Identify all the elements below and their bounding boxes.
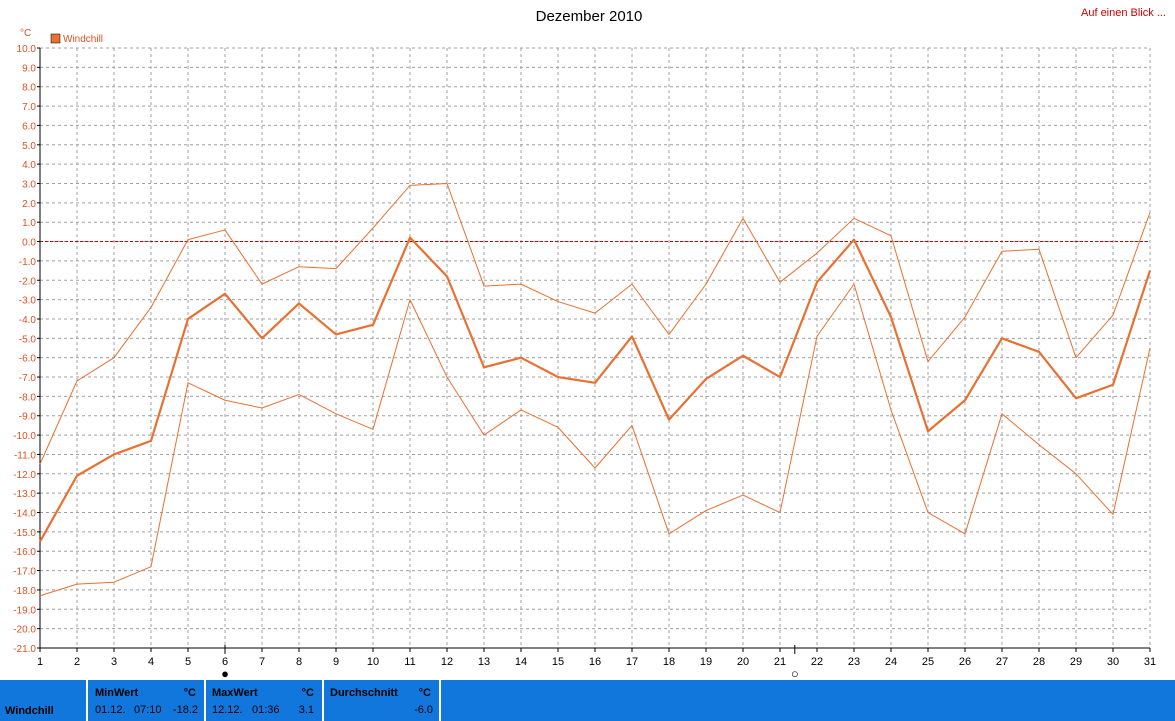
y-tick-label: 9.0 (22, 63, 36, 74)
max-unit: °C (301, 687, 314, 699)
y-axis-unit: °C (20, 28, 31, 39)
max-time: 01:36 (252, 704, 280, 716)
x-tick-label: 20 (737, 656, 749, 668)
x-tick-label: 27 (996, 656, 1008, 668)
y-tick-label: 2.0 (22, 199, 36, 210)
y-tick-label: -19.0 (13, 605, 36, 616)
series-line-min (39, 283, 1151, 597)
y-tick-label: -10.0 (13, 431, 36, 442)
full-moon-icon: ○ (791, 666, 799, 680)
windchill-chart: Dezember 2010 Auf einen Blick ... °C Win… (13, 7, 1166, 680)
y-tick-label: -5.0 (19, 334, 37, 345)
max-header: MaxWert (212, 687, 258, 699)
y-tick-label: 0.0 (22, 238, 36, 249)
y-tick-label: -21.0 (13, 644, 36, 655)
x-tick-label: 25 (922, 656, 934, 668)
summary-label-cell: Windchill (0, 680, 88, 721)
x-tick-label: 23 (848, 656, 860, 668)
summary-bar: Windchill MinWert °C 01.12. 07:10 -18.2 … (0, 680, 1175, 721)
moon-markers: ● ○ (221, 645, 799, 680)
y-tick-label: -17.0 (13, 567, 36, 578)
summary-min-cell: MinWert °C 01.12. 07:10 -18.2 (88, 680, 206, 721)
x-tick-label: 29 (1070, 656, 1082, 668)
y-tick-label: -12.0 (13, 470, 36, 481)
y-tick-label: -7.0 (19, 373, 37, 384)
y-tick-label: -6.0 (19, 354, 37, 365)
y-tick-label: -16.0 (13, 547, 36, 558)
y-tick-label: 10.0 (17, 44, 37, 55)
series-line-max (39, 182, 1151, 465)
x-tick-label: 1 (37, 656, 43, 668)
chart-grid (39, 47, 1151, 649)
x-tick-label: 28 (1033, 656, 1045, 668)
y-tick-label: -1.0 (19, 257, 37, 268)
min-time: 07:10 (134, 704, 162, 716)
summary-avg-cell: Durchschnitt °C -6.0 (324, 680, 441, 721)
x-tick-label: 21 (774, 656, 786, 668)
x-tick-label: 15 (552, 656, 564, 668)
overview-link[interactable]: Auf einen Blick ... (1081, 7, 1166, 19)
x-tick-label: 11 (404, 656, 415, 668)
x-tick-label: 10 (367, 656, 379, 668)
y-tick-label: -2.0 (19, 276, 37, 287)
y-tick-label: -13.0 (13, 489, 36, 500)
chart-title: Dezember 2010 (536, 8, 643, 25)
x-tick-label: 13 (478, 656, 490, 668)
x-tick-label: 18 (663, 656, 675, 668)
y-tick-label: -20.0 (13, 625, 36, 636)
min-value: -18.2 (172, 704, 198, 716)
y-tick-label: -3.0 (19, 296, 37, 307)
y-tick-label: 6.0 (22, 121, 36, 132)
x-tick-label: 2 (74, 656, 80, 668)
y-tick-label: 4.0 (22, 160, 36, 171)
y-tick-label: -4.0 (19, 315, 37, 326)
y-tick-label: -11.0 (14, 450, 36, 461)
y-tick-label: -15.0 (13, 528, 36, 539)
y-tick-label: -18.0 (13, 586, 36, 597)
legend-label: Windchill (63, 34, 103, 45)
y-tick-label: -14.0 (13, 509, 36, 520)
x-tick-label: 8 (296, 656, 302, 668)
y-tick-label: 7.0 (22, 102, 36, 113)
y-tick-label: 3.0 (22, 179, 36, 190)
y-tick-label: 5.0 (22, 141, 36, 152)
x-tick-label: 17 (626, 656, 638, 668)
min-date: 01.12. (95, 704, 126, 716)
y-tick-label: -8.0 (19, 392, 37, 403)
y-axis: 10.0 9.0 8.0 7.0 6.0 5.0 4.0 3.0 2.0 1.0 0.0 -1.0 -2… (13, 44, 41, 655)
x-tick-label: 14 (515, 656, 527, 668)
x-tick-label: 24 (885, 656, 897, 668)
x-tick-label: 6 (222, 656, 228, 668)
x-tick-label: 31 (1144, 656, 1156, 668)
y-tick-label: 8.0 (22, 83, 36, 94)
x-tick-label: 30 (1107, 656, 1119, 668)
x-tick-label: 7 (259, 656, 265, 668)
x-tick-label: 5 (185, 656, 191, 668)
summary-series-label: Windchill (5, 705, 54, 717)
max-date: 12.12. (212, 704, 243, 716)
min-header: MinWert (95, 687, 139, 699)
avg-header: Durchschnitt (330, 687, 398, 699)
y-tick-label: -9.0 (19, 412, 37, 423)
max-value: 3.1 (298, 704, 314, 716)
x-tick-label: 9 (333, 656, 339, 668)
min-unit: °C (183, 687, 196, 699)
legend-swatch (50, 33, 61, 44)
x-tick-label: 12 (441, 656, 453, 668)
x-tick-label: 19 (700, 656, 712, 668)
series-line-avg (39, 236, 1152, 543)
avg-value: -6.0 (414, 704, 433, 716)
x-tick-label: 26 (959, 656, 971, 668)
avg-unit: °C (418, 687, 431, 699)
x-axis: 1 2 3 4 5 6 7 8 9 10 11 12 13 14 15 16 17 18 19 20 21 22 23 24 2… (37, 647, 1156, 668)
x-tick-label: 22 (811, 656, 823, 668)
x-tick-label: 16 (589, 656, 601, 668)
y-tick-label: 1.0 (22, 218, 36, 229)
new-moon-icon: ● (221, 666, 229, 680)
summary-max-cell: MaxWert °C 12.12. 01:36 3.1 (206, 680, 324, 721)
x-tick-label: 3 (111, 656, 117, 668)
x-tick-label: 4 (148, 656, 154, 668)
chart-series (39, 182, 1152, 597)
